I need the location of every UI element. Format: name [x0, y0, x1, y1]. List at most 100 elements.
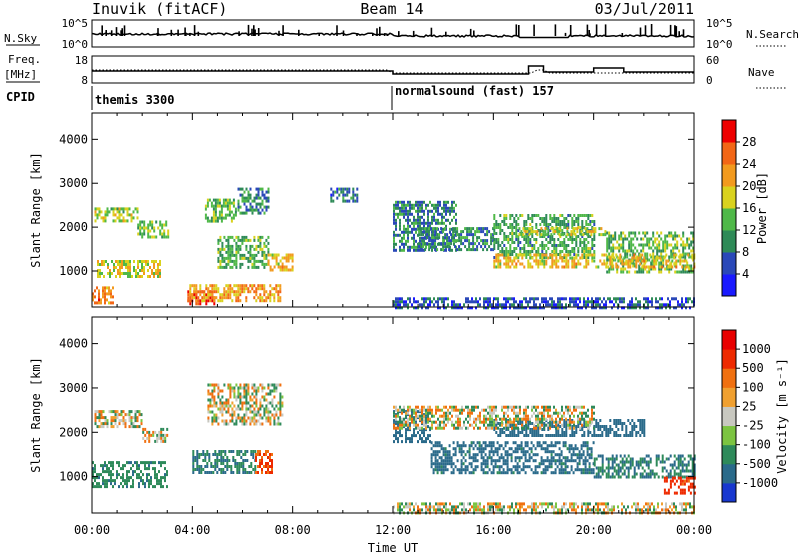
cell-8	[599, 419, 602, 422]
cell-9	[417, 405, 419, 409]
cell-13	[525, 241, 528, 244]
cell-7	[265, 253, 268, 257]
cell-5	[241, 404, 244, 408]
cell-11	[417, 221, 419, 225]
cell-8	[597, 425, 600, 428]
cell-16	[653, 262, 656, 266]
cell-10	[336, 190, 339, 194]
cell-9	[209, 284, 212, 288]
cell-11	[451, 236, 453, 240]
cell-17	[409, 300, 411, 304]
cell-2	[162, 427, 165, 431]
cell-9	[471, 423, 473, 427]
cell-0	[102, 422, 105, 426]
cell-5	[279, 410, 282, 414]
cell-3	[204, 453, 207, 456]
cell-17	[585, 306, 587, 310]
cell-7	[227, 253, 230, 257]
cell-16	[665, 262, 668, 266]
cell-8	[617, 419, 620, 422]
cell-7	[530, 450, 533, 454]
cell-9	[233, 293, 236, 297]
cell-7	[472, 468, 475, 472]
cell-7	[247, 265, 250, 269]
cell-7	[219, 265, 222, 269]
cell-14	[566, 233, 569, 237]
cell-2	[99, 263, 101, 266]
cell-8	[599, 428, 602, 431]
cell-1	[126, 470, 128, 474]
cell-13	[591, 214, 594, 217]
cell-3	[208, 453, 211, 456]
cell-16	[603, 253, 606, 257]
cell-9	[245, 287, 248, 291]
cell-15	[682, 243, 685, 247]
cell-11	[403, 248, 405, 252]
cell-5	[225, 404, 228, 408]
cell-11	[433, 203, 435, 207]
cell-15	[642, 270, 645, 274]
cell-7	[430, 462, 433, 466]
cell-9	[275, 284, 278, 288]
cell-1	[128, 479, 130, 483]
cell-9	[401, 423, 403, 427]
cell-7	[496, 459, 499, 463]
cell-1	[163, 232, 166, 236]
cell-9	[277, 293, 280, 297]
cell-14	[574, 233, 577, 237]
cell-9	[279, 296, 282, 300]
cell-11	[451, 203, 453, 207]
cell-7	[440, 465, 443, 469]
cell-8	[567, 419, 570, 422]
cell-7	[247, 256, 250, 260]
cell-13	[507, 241, 510, 244]
cell-7	[454, 450, 457, 454]
cell-5	[255, 410, 258, 414]
cell-3	[216, 459, 219, 462]
cell-9	[447, 417, 449, 421]
cell-11	[393, 245, 395, 249]
cell-13	[493, 232, 496, 235]
cell-17	[629, 303, 631, 307]
cell-17	[547, 303, 549, 307]
cell-16	[623, 262, 626, 266]
cell-11	[403, 200, 405, 204]
cell-8	[597, 428, 600, 431]
cell-16	[631, 256, 634, 260]
cell-5	[247, 416, 250, 420]
cell-11	[403, 206, 405, 210]
cell-13	[533, 247, 536, 250]
cell-13	[493, 241, 496, 244]
cell-8	[543, 425, 546, 428]
cell-4	[255, 459, 257, 462]
cell-12	[456, 227, 459, 231]
cell-12	[492, 227, 495, 231]
cell-5	[214, 204, 217, 208]
cell-9	[263, 284, 266, 288]
cell-17	[611, 300, 613, 304]
cell-6	[237, 208, 240, 212]
cell-9	[261, 296, 264, 300]
cell-12	[442, 230, 445, 234]
cell-6	[249, 196, 252, 200]
cell-9	[189, 287, 192, 291]
cell-15	[672, 255, 675, 259]
cell-17	[495, 297, 497, 301]
cell-7	[243, 235, 246, 239]
cell-17	[415, 300, 417, 304]
cell-12	[472, 242, 475, 246]
cell-8	[559, 425, 562, 428]
cell-6	[241, 193, 244, 197]
cell-7	[442, 447, 445, 451]
cell-16	[615, 253, 618, 257]
cell-16	[591, 253, 594, 257]
cell-16	[671, 259, 674, 263]
cell-7	[444, 456, 447, 460]
cell-13	[537, 247, 540, 250]
cell-13	[513, 250, 516, 253]
cell-8	[575, 428, 578, 431]
cell-12	[434, 236, 437, 240]
cell-16	[609, 256, 612, 260]
cell-7	[510, 456, 513, 460]
cell-13	[559, 223, 562, 226]
